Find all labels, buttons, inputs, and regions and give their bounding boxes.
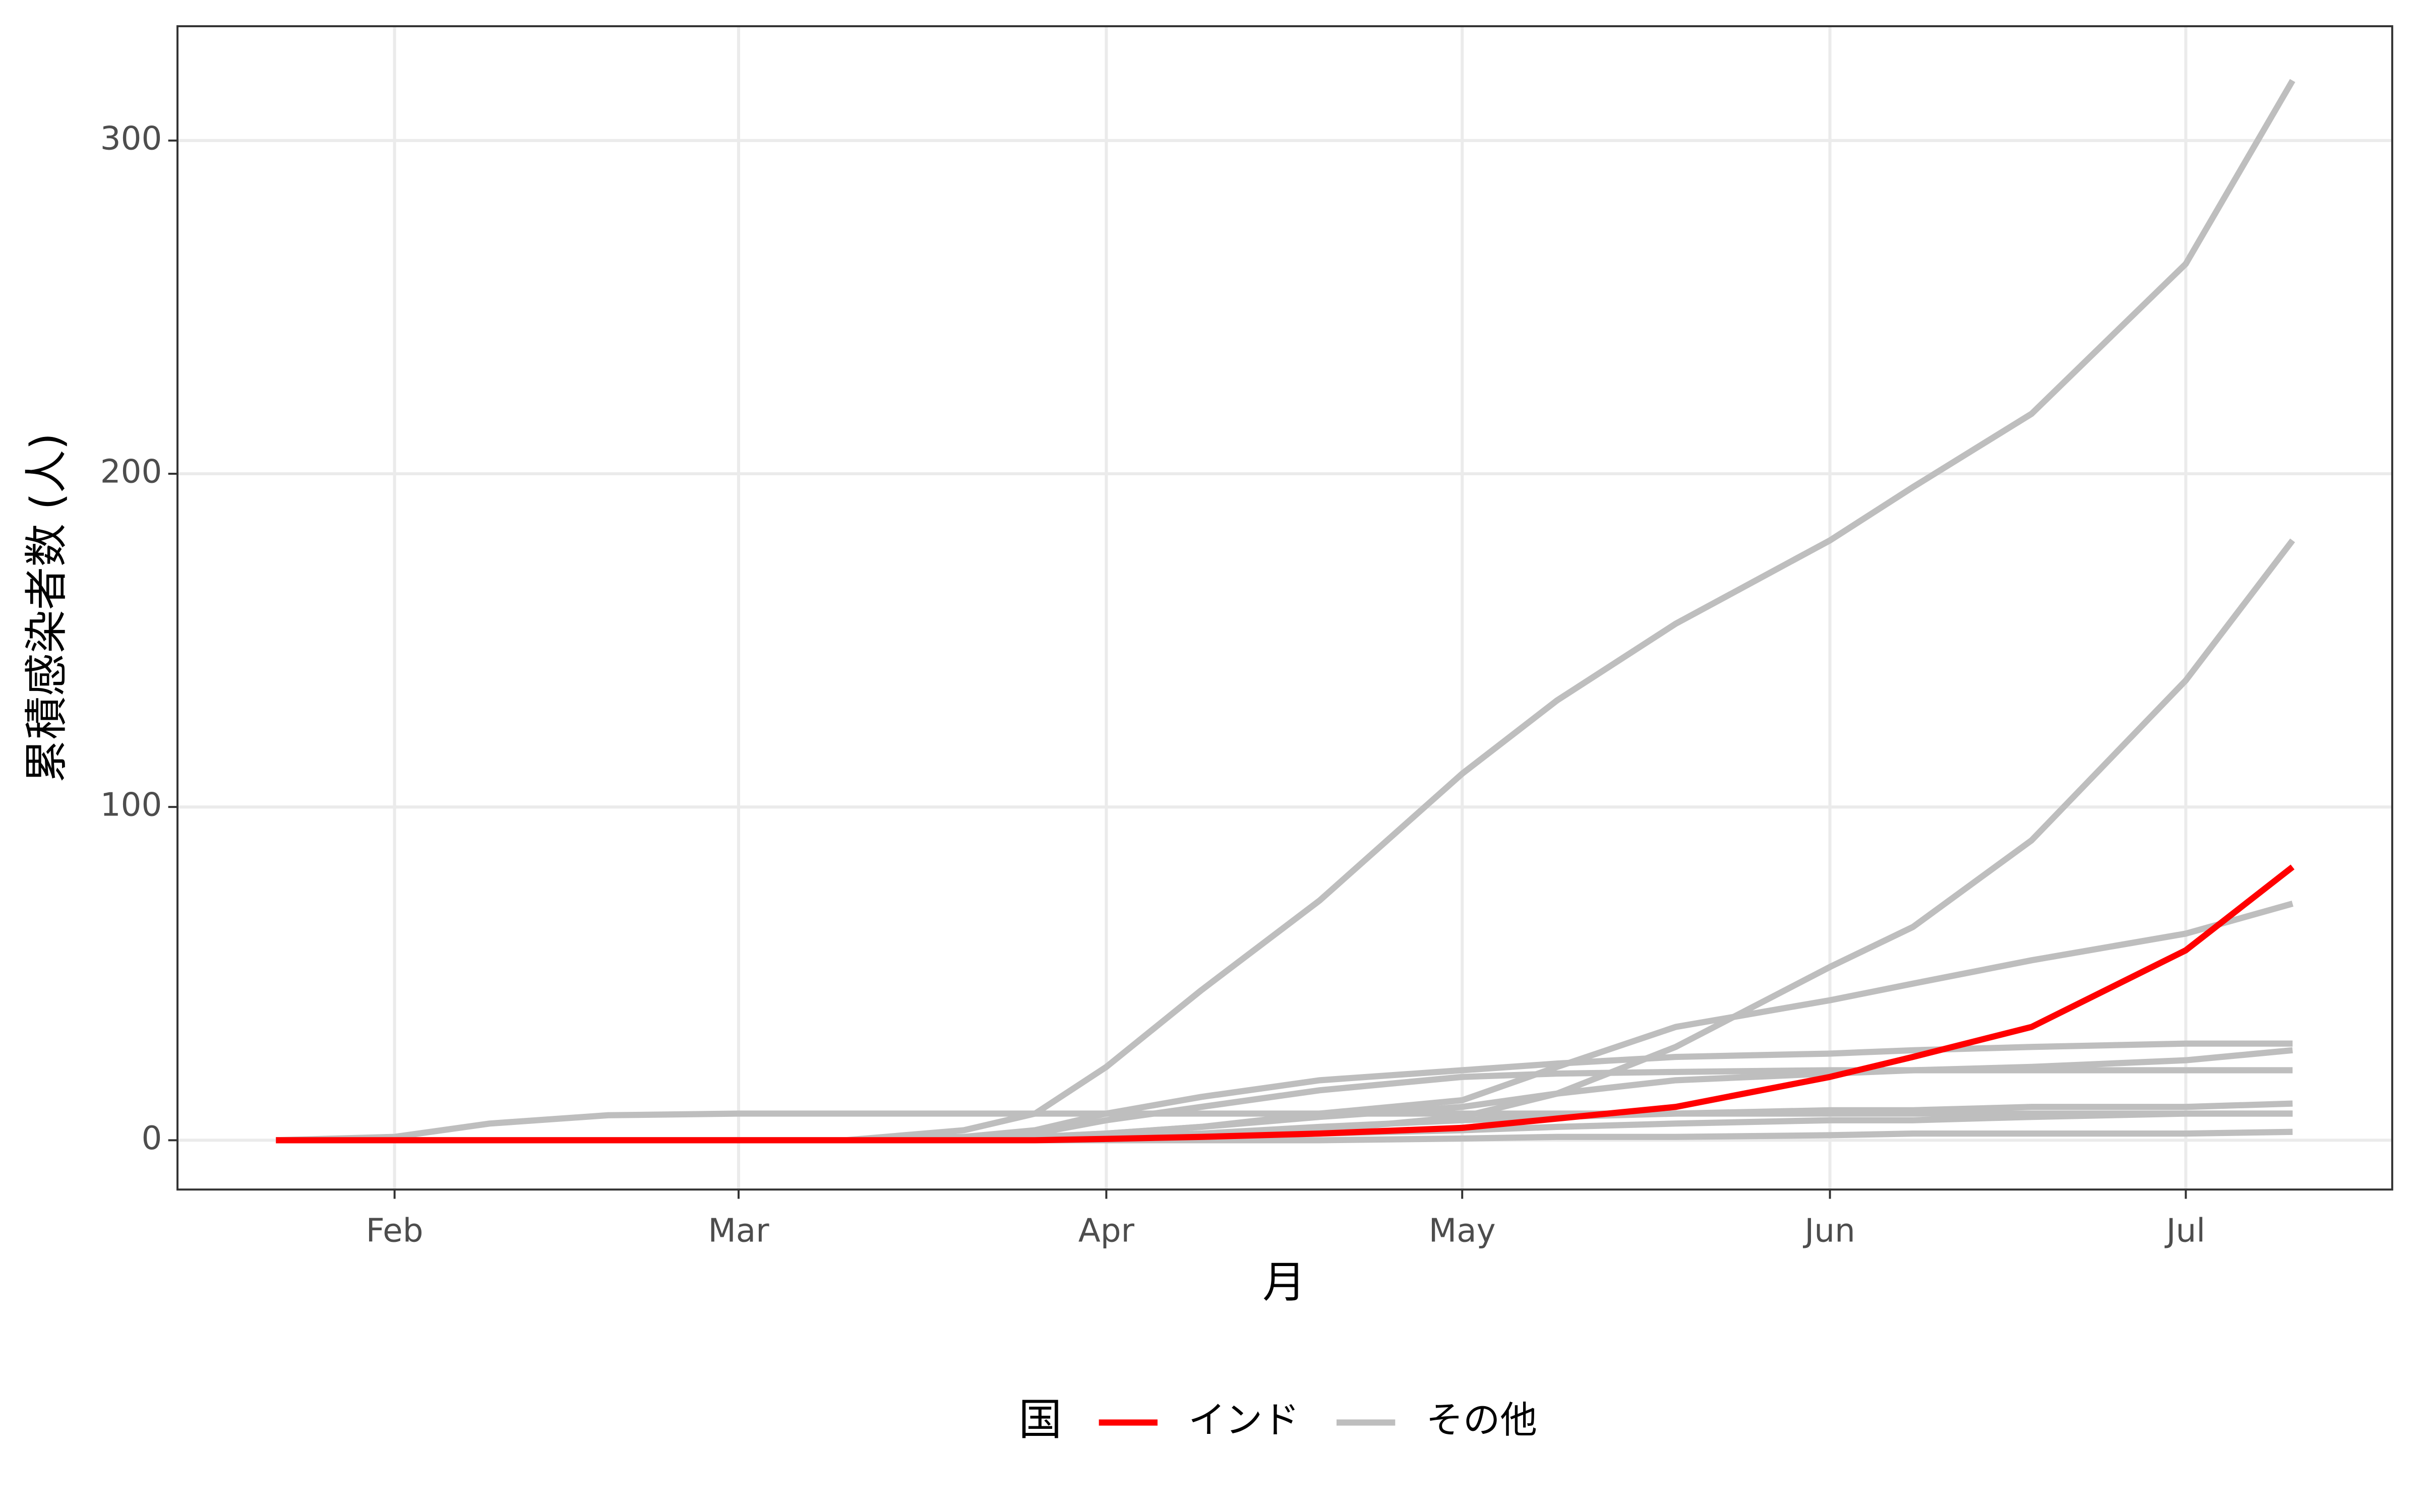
y-axis-title: 累積感染者数 (人) [21, 433, 72, 783]
x-tick-label: May [1429, 1212, 1496, 1249]
series-line [276, 864, 2295, 1144]
lines [276, 79, 2295, 1144]
axes: 0 100 200 300 Feb Mar Apr May Jun Jul [100, 119, 2206, 1249]
x-tick-label: Feb [366, 1212, 424, 1249]
legend-label: インド [1188, 1399, 1299, 1441]
panel-border [176, 25, 2393, 1191]
x-tick-label: Mar [708, 1212, 769, 1249]
y-tick-label: 0 [142, 1119, 162, 1157]
grid [177, 26, 2392, 1190]
legend: 国 インド その他 [1018, 1395, 1537, 1445]
y-tick-label: 300 [100, 119, 162, 157]
legend-label: その他 [1426, 1399, 1537, 1441]
legend-title: 国 [1018, 1395, 1062, 1445]
series-line [276, 1110, 2293, 1144]
x-tick-label: Apr [1078, 1212, 1135, 1249]
x-tick-label: Jul [2164, 1212, 2206, 1249]
x-tick-label: Jun [1802, 1212, 1855, 1249]
y-tick-label: 100 [100, 786, 162, 824]
y-tick-label: 200 [100, 453, 162, 491]
x-axis-title: 月 [1262, 1257, 1306, 1307]
